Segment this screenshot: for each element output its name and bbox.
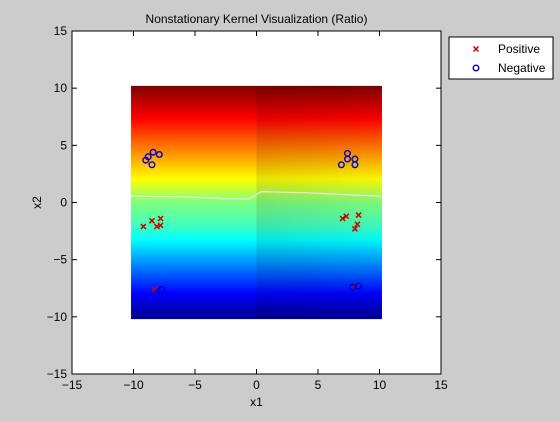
heatmap-shading: [131, 85, 382, 320]
y-tick-label: 0: [60, 196, 67, 210]
legend-label-negative: Negative: [498, 61, 546, 75]
negative-marker: [337, 161, 345, 169]
positive-marker: [148, 217, 155, 224]
x-tick-label: 5: [315, 378, 322, 392]
legend-positive-marker: [472, 45, 480, 53]
legend-marker-stroke: [472, 45, 480, 53]
y-tick-label: −15: [47, 367, 68, 381]
positive-marker-stroke: [153, 223, 160, 230]
positive-marker: [152, 104, 159, 111]
positive-marker: [354, 103, 361, 110]
positive-marker-stroke: [343, 213, 350, 220]
negative-marker: [148, 161, 156, 169]
positive-marker: [140, 223, 147, 230]
positive-marker: [354, 221, 361, 228]
x-tick-label: −10: [123, 378, 144, 392]
negative-marker: [355, 282, 363, 290]
contour-line: [130, 190, 383, 200]
positive-marker: [339, 215, 346, 222]
negative-marker: [158, 285, 166, 293]
x-axis-label: x1: [250, 395, 263, 409]
negative-marker: [348, 283, 356, 291]
x-tick-label: 0: [253, 378, 260, 392]
positive-marker-stroke: [354, 103, 361, 110]
x-tick-label: 15: [434, 378, 448, 392]
positive-marker-stroke: [354, 221, 361, 228]
positive-marker: [343, 213, 350, 220]
x-tick-label: 10: [373, 378, 387, 392]
heatmap: [130, 85, 383, 320]
x-tick-label: −5: [188, 378, 202, 392]
positive-marker-stroke: [355, 212, 362, 219]
y-tick-label: −5: [53, 253, 67, 267]
negative-marker: [344, 155, 352, 163]
axes: −15 −10 −5 0 5 10 15 −15 −10 −5 0 5 10 15: [47, 24, 448, 392]
positive-marker: [351, 225, 358, 232]
positive-marker-stroke: [152, 104, 159, 111]
legend-box: [448, 36, 554, 80]
positive-marker: [355, 212, 362, 219]
positive-marker-stroke: [339, 215, 346, 222]
negative-marker: [351, 161, 359, 169]
legend-negative-marker: [472, 64, 480, 72]
legend-label-positive: Positive: [498, 42, 540, 56]
positive-marker-stroke: [157, 215, 164, 222]
positive-marker-stroke: [351, 225, 358, 232]
positive-marker-stroke: [157, 222, 164, 229]
chart-title: Nonstationary Kernel Visualization (Rati…: [146, 12, 368, 26]
negative-marker: [149, 148, 157, 156]
y-tick-label: 5: [60, 138, 67, 152]
y-tick-label: 10: [54, 81, 68, 95]
positive-marker-stroke: [148, 217, 155, 224]
y-tick-label: 15: [54, 24, 68, 38]
legend: Positive Negative: [448, 36, 554, 80]
positive-marker: [157, 215, 164, 222]
y-tick-label: −10: [47, 310, 68, 324]
positive-marker-stroke: [151, 286, 158, 293]
negative-marker: [142, 156, 150, 164]
x-tick-label: −15: [62, 378, 83, 392]
negative-marker: [155, 150, 163, 158]
positive-marker-stroke: [140, 223, 147, 230]
y-axis-label: x2: [30, 196, 44, 209]
positive-marker: [157, 222, 164, 229]
data-markers: [140, 103, 363, 298]
negative-marker: [153, 290, 161, 298]
